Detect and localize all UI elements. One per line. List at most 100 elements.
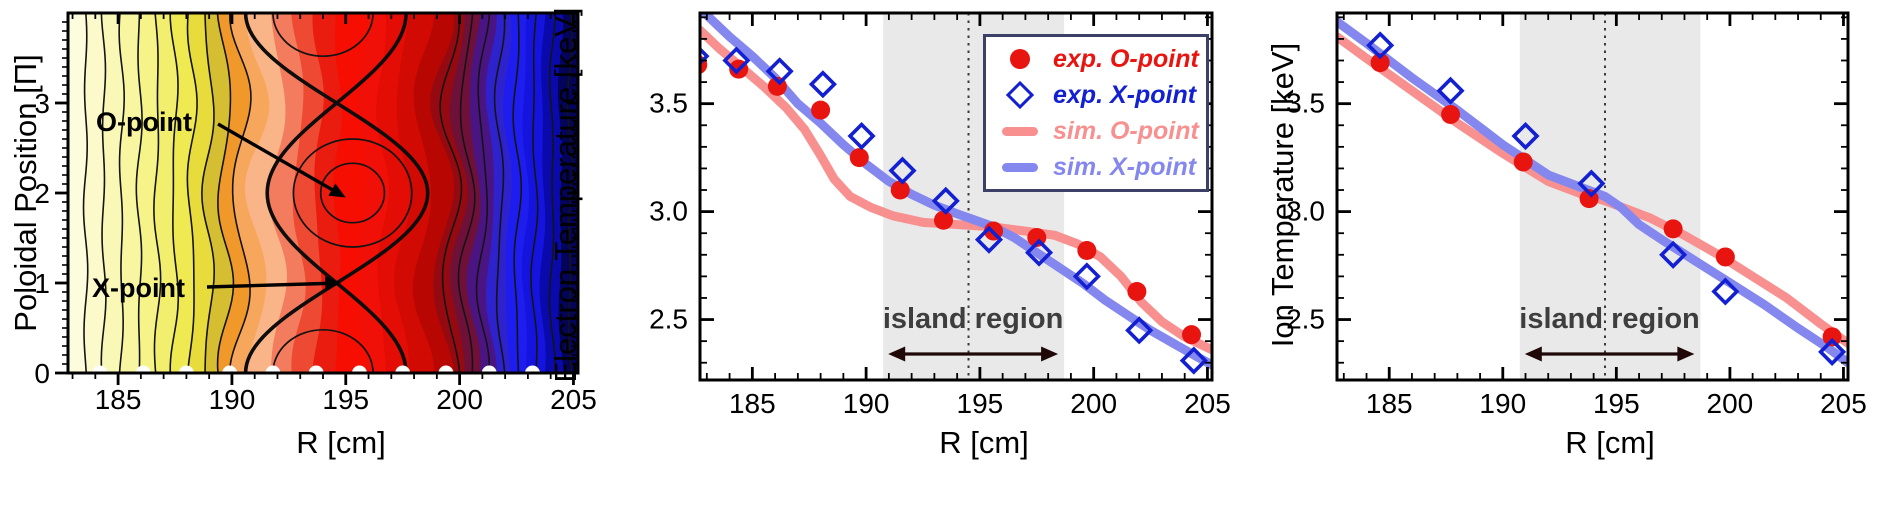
exp-o-point-marker bbox=[933, 210, 953, 230]
ion-temperature-panel: island region 185 190 195 200 205 2.5 3.0 3.5 bbox=[1286, 11, 1867, 419]
plot-frame bbox=[698, 11, 1214, 382]
contour-line bbox=[201, 13, 216, 373]
y-tick-label: 1 bbox=[34, 268, 50, 299]
legend-label: sim. O-point bbox=[1053, 116, 1199, 145]
electron-temperature-sim-o-point-line bbox=[700, 25, 1212, 355]
measurement-dot bbox=[265, 365, 281, 373]
measurement-dot bbox=[222, 365, 238, 373]
legend-label: exp. X-point bbox=[1053, 80, 1197, 109]
measurement-dot bbox=[438, 365, 454, 373]
legend-label: sim. X-point bbox=[1053, 152, 1197, 181]
exp-x-point-marker bbox=[1659, 240, 1688, 269]
contour-line bbox=[475, 13, 491, 373]
exp-x-point-marker bbox=[808, 70, 837, 99]
exp-x-point-marker bbox=[1511, 122, 1540, 151]
contour-line bbox=[100, 13, 107, 373]
legend-item: sim. X-point bbox=[986, 149, 1206, 185]
x-tick-label: 205 bbox=[1184, 388, 1231, 419]
x-tick-label: 190 bbox=[209, 384, 256, 415]
contour-line bbox=[512, 13, 523, 373]
ion-x-axis-label: R [cm] bbox=[1565, 425, 1655, 460]
exp-x-point-marker bbox=[888, 156, 917, 185]
exp-o-point-marker bbox=[1370, 53, 1390, 73]
contour-line bbox=[118, 13, 126, 373]
exp-x-point-marker bbox=[1179, 346, 1208, 375]
legend-label: exp. O-point bbox=[1053, 44, 1199, 73]
y-tick-label: 3.5 bbox=[649, 88, 688, 119]
plot-frame bbox=[1335, 11, 1850, 382]
y-tick-label: 3 bbox=[34, 88, 50, 119]
exp-x-point-marker bbox=[1818, 337, 1847, 366]
exp-x-point-marker bbox=[974, 225, 1004, 254]
x-point-label: X-point bbox=[92, 273, 185, 303]
x-tick-label: 185 bbox=[729, 388, 776, 419]
exp-o-point-marker bbox=[1182, 325, 1202, 345]
contour-line bbox=[169, 13, 180, 373]
exp-x-point-marker bbox=[847, 122, 876, 151]
x-tick-label: 190 bbox=[1479, 388, 1526, 419]
ion-y-axis-label: Ion Temperature [keV] bbox=[1265, 42, 1300, 348]
separatrix bbox=[265, 13, 408, 373]
contour-line bbox=[216, 13, 235, 373]
island-inner-contour bbox=[319, 162, 386, 224]
legend-item: sim. O-point bbox=[986, 113, 1206, 149]
exp-o-point-marker bbox=[1127, 281, 1147, 301]
x-tick-label: 195 bbox=[1593, 388, 1640, 419]
line-legend-swatch bbox=[1000, 162, 1040, 172]
exp-x-point-marker bbox=[1711, 277, 1740, 306]
island-inner-contour bbox=[292, 138, 413, 248]
o-point-label: O-point bbox=[96, 107, 192, 137]
exp-o-point-marker bbox=[849, 148, 869, 168]
legend-item: exp. O-point bbox=[986, 41, 1206, 77]
measurement-dot bbox=[92, 365, 108, 373]
electron-y-axis-label: Electron Temperature [keV] bbox=[548, 7, 583, 383]
electron-temperature-sim-x-point-line bbox=[700, 13, 1212, 370]
measurement-dot bbox=[524, 365, 540, 373]
x-tick-label: 200 bbox=[1070, 388, 1117, 419]
exp-x-point-marker bbox=[931, 186, 960, 215]
island-inner-contour bbox=[272, 13, 374, 58]
exp-x-point-marker bbox=[1577, 169, 1606, 198]
exp-x-point-marker bbox=[1125, 316, 1154, 345]
exp-x-point-marker bbox=[700, 46, 710, 66]
contour-line bbox=[153, 13, 162, 373]
exp-x-point-marker bbox=[1025, 238, 1054, 267]
x-tick-label: 185 bbox=[95, 384, 142, 415]
measurement-dot bbox=[308, 365, 324, 373]
x-tick-label: 200 bbox=[436, 384, 483, 415]
contour-line bbox=[135, 13, 143, 373]
contour-band bbox=[83, 13, 107, 373]
electron-x-axis-label: R [cm] bbox=[939, 425, 1029, 460]
line-legend-swatch bbox=[1000, 126, 1040, 136]
x-tick-label: 205 bbox=[1820, 388, 1867, 419]
exp-x-point-marker bbox=[1072, 262, 1101, 291]
exp-o-point-marker bbox=[890, 180, 910, 200]
diamond-legend-swatch bbox=[1000, 80, 1040, 110]
y-tick-label: 2 bbox=[34, 178, 50, 209]
legend: exp. O-point exp. X-point sim. O-point sim.… bbox=[983, 34, 1209, 192]
contour-line bbox=[457, 13, 476, 373]
x-tick-label: 185 bbox=[1366, 388, 1413, 419]
measurement-dot bbox=[135, 365, 151, 373]
contour-line bbox=[186, 13, 198, 373]
exp-x-point-marker bbox=[722, 46, 751, 75]
contour-line bbox=[493, 13, 506, 373]
exp-o-point-marker bbox=[1663, 219, 1683, 239]
exp-x-point-marker bbox=[1366, 31, 1395, 60]
x-tick-label: 195 bbox=[957, 388, 1004, 419]
y-tick-label: 3.5 bbox=[1286, 88, 1325, 119]
exp-o-point-marker bbox=[1715, 247, 1735, 267]
exp-o-point-marker bbox=[1822, 327, 1842, 347]
measurement-dot bbox=[481, 365, 497, 373]
measurement-dot bbox=[395, 365, 411, 373]
contour-line bbox=[439, 13, 463, 373]
y-tick-label: 2.5 bbox=[649, 304, 688, 335]
ion-temperature-sim-x-point-line bbox=[1337, 17, 1848, 368]
x-tick-label: 190 bbox=[843, 388, 890, 419]
contour-line bbox=[82, 13, 89, 373]
x-tick-label: 195 bbox=[322, 384, 369, 415]
poloidal-contour-panel: 185 190 195 200 205 0 1 2 3 O-point X-point bbox=[34, 11, 597, 415]
separatrix bbox=[243, 13, 430, 373]
contour-y-axis-label: Poloidal Position [Π] bbox=[8, 54, 43, 332]
